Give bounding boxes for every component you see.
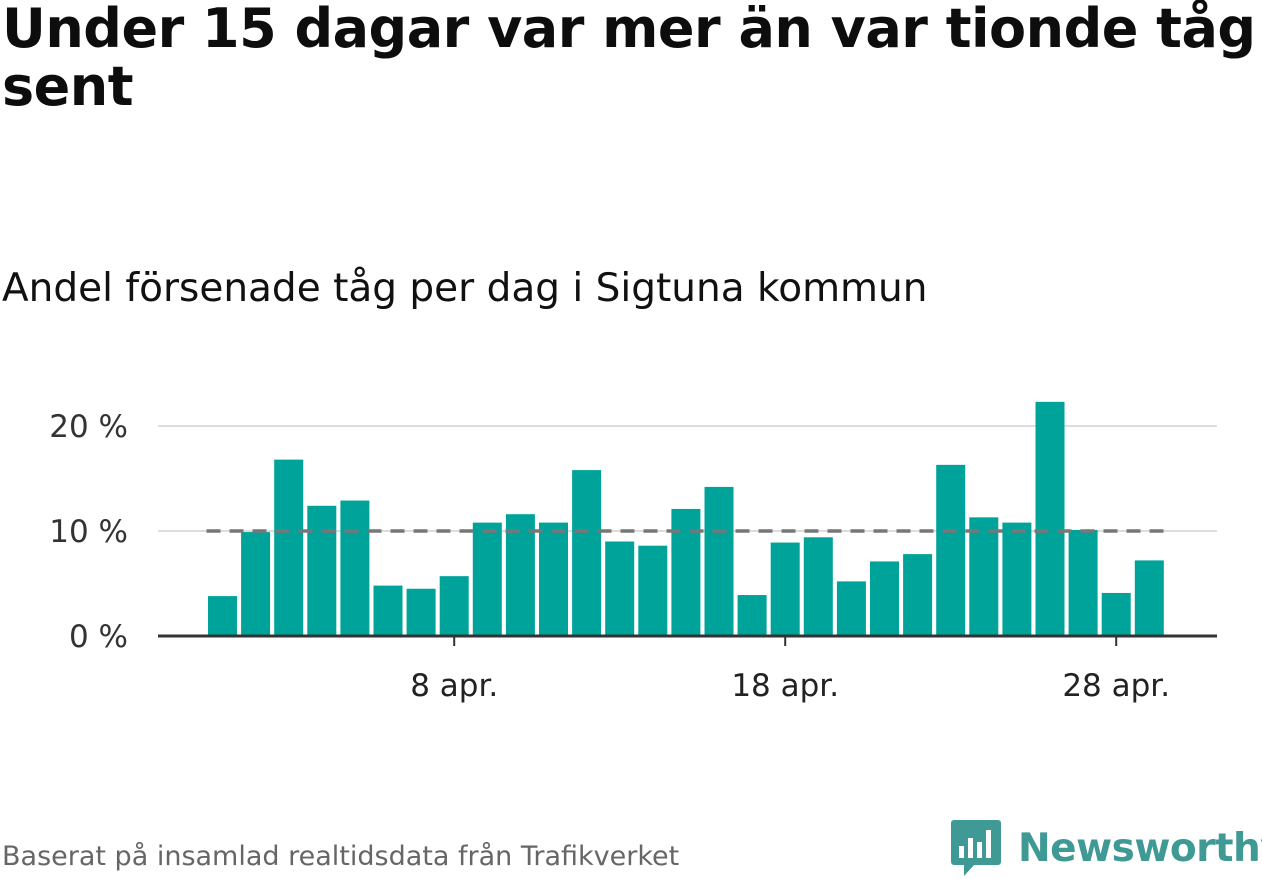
bar-15-apr xyxy=(671,508,701,636)
x-tick-label: 8 apr. xyxy=(410,668,498,704)
y-tick-label: 20 % xyxy=(49,409,128,445)
bar-9-apr xyxy=(472,522,502,636)
bar-28-apr xyxy=(1101,592,1131,636)
bar-2-apr xyxy=(241,532,271,636)
brand-logo[interactable]: Newsworthy xyxy=(950,818,1262,878)
bar-29-apr xyxy=(1134,560,1164,636)
axes: 0 % 10 % 20 % 8 apr. 18 apr. 28 apr. xyxy=(49,409,1217,704)
bar-27-apr xyxy=(1068,529,1098,636)
bar-6-apr xyxy=(373,585,403,636)
bar-19-apr xyxy=(803,537,833,636)
bar-21-apr xyxy=(870,561,899,636)
bar-8-apr xyxy=(439,576,469,636)
bar-22-apr xyxy=(903,554,933,636)
bar-24-apr xyxy=(969,517,999,636)
bar-5-apr xyxy=(340,500,370,636)
bar-7-apr xyxy=(406,588,436,636)
y-tick-label: 0 % xyxy=(69,619,128,655)
bar-23-apr xyxy=(936,464,966,636)
bar-25-apr xyxy=(1002,522,1032,636)
bar-4-apr xyxy=(307,505,337,636)
bar-13-apr xyxy=(605,541,635,636)
bar-10-apr xyxy=(505,514,535,636)
bar-11-apr xyxy=(539,522,568,636)
newsworthy-logo-icon xyxy=(951,820,1001,876)
source-note: Baserat på insamlad realtidsdata från Tr… xyxy=(2,841,680,872)
bar-14-apr xyxy=(638,545,668,636)
chart-subtitle: Andel försenade tåg per dag i Sigtuna ko… xyxy=(2,266,928,311)
brand-name: Newsworthy xyxy=(1018,825,1262,871)
bar-series xyxy=(208,401,1164,636)
chart-title: Under 15 dagar var mer än var tionde tåg… xyxy=(2,0,1256,118)
bar-17-apr xyxy=(737,595,767,636)
bar-20-apr xyxy=(836,581,866,636)
bar-16-apr xyxy=(704,486,734,636)
bar-3-apr xyxy=(274,459,304,636)
bar-26-apr xyxy=(1035,401,1065,636)
x-tick-label: 18 apr. xyxy=(731,668,839,704)
bar-12-apr xyxy=(572,470,602,636)
bar-1-apr xyxy=(208,596,237,636)
y-tick-label: 10 % xyxy=(49,514,128,550)
x-tick-label: 28 apr. xyxy=(1062,668,1170,704)
bar-18-apr xyxy=(770,542,800,636)
